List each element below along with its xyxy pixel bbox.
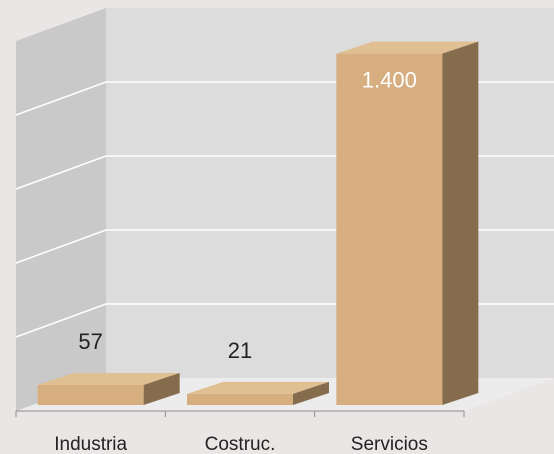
bar-front: [37, 384, 144, 405]
x-axis: [15, 410, 465, 417]
bar-costruc: [187, 381, 329, 405]
bar-top: [187, 381, 329, 394]
value-label: 57: [78, 329, 102, 354]
bar-top: [336, 41, 479, 54]
value-label: 1.400: [362, 68, 417, 93]
value-label: 21: [228, 338, 252, 363]
bar-front: [336, 53, 443, 406]
bar-front: [187, 393, 293, 405]
bar-side: [442, 41, 479, 406]
chart-back-wall: [106, 8, 554, 378]
bar-top: [37, 372, 180, 385]
category-label: Industria: [54, 434, 127, 454]
bar-industria: [37, 372, 180, 405]
category-label: Servicios: [351, 434, 428, 454]
bar-side: [293, 381, 329, 405]
chart-side-wall: [16, 8, 106, 411]
bars: [37, 41, 479, 406]
bar-servicios: [336, 41, 479, 406]
category-label: Costruc.: [205, 434, 276, 454]
bar-side: [143, 372, 180, 405]
category-labels: Industria Costruc. Servicios: [54, 434, 428, 454]
value-labels: 57 21 1.400: [78, 68, 416, 363]
